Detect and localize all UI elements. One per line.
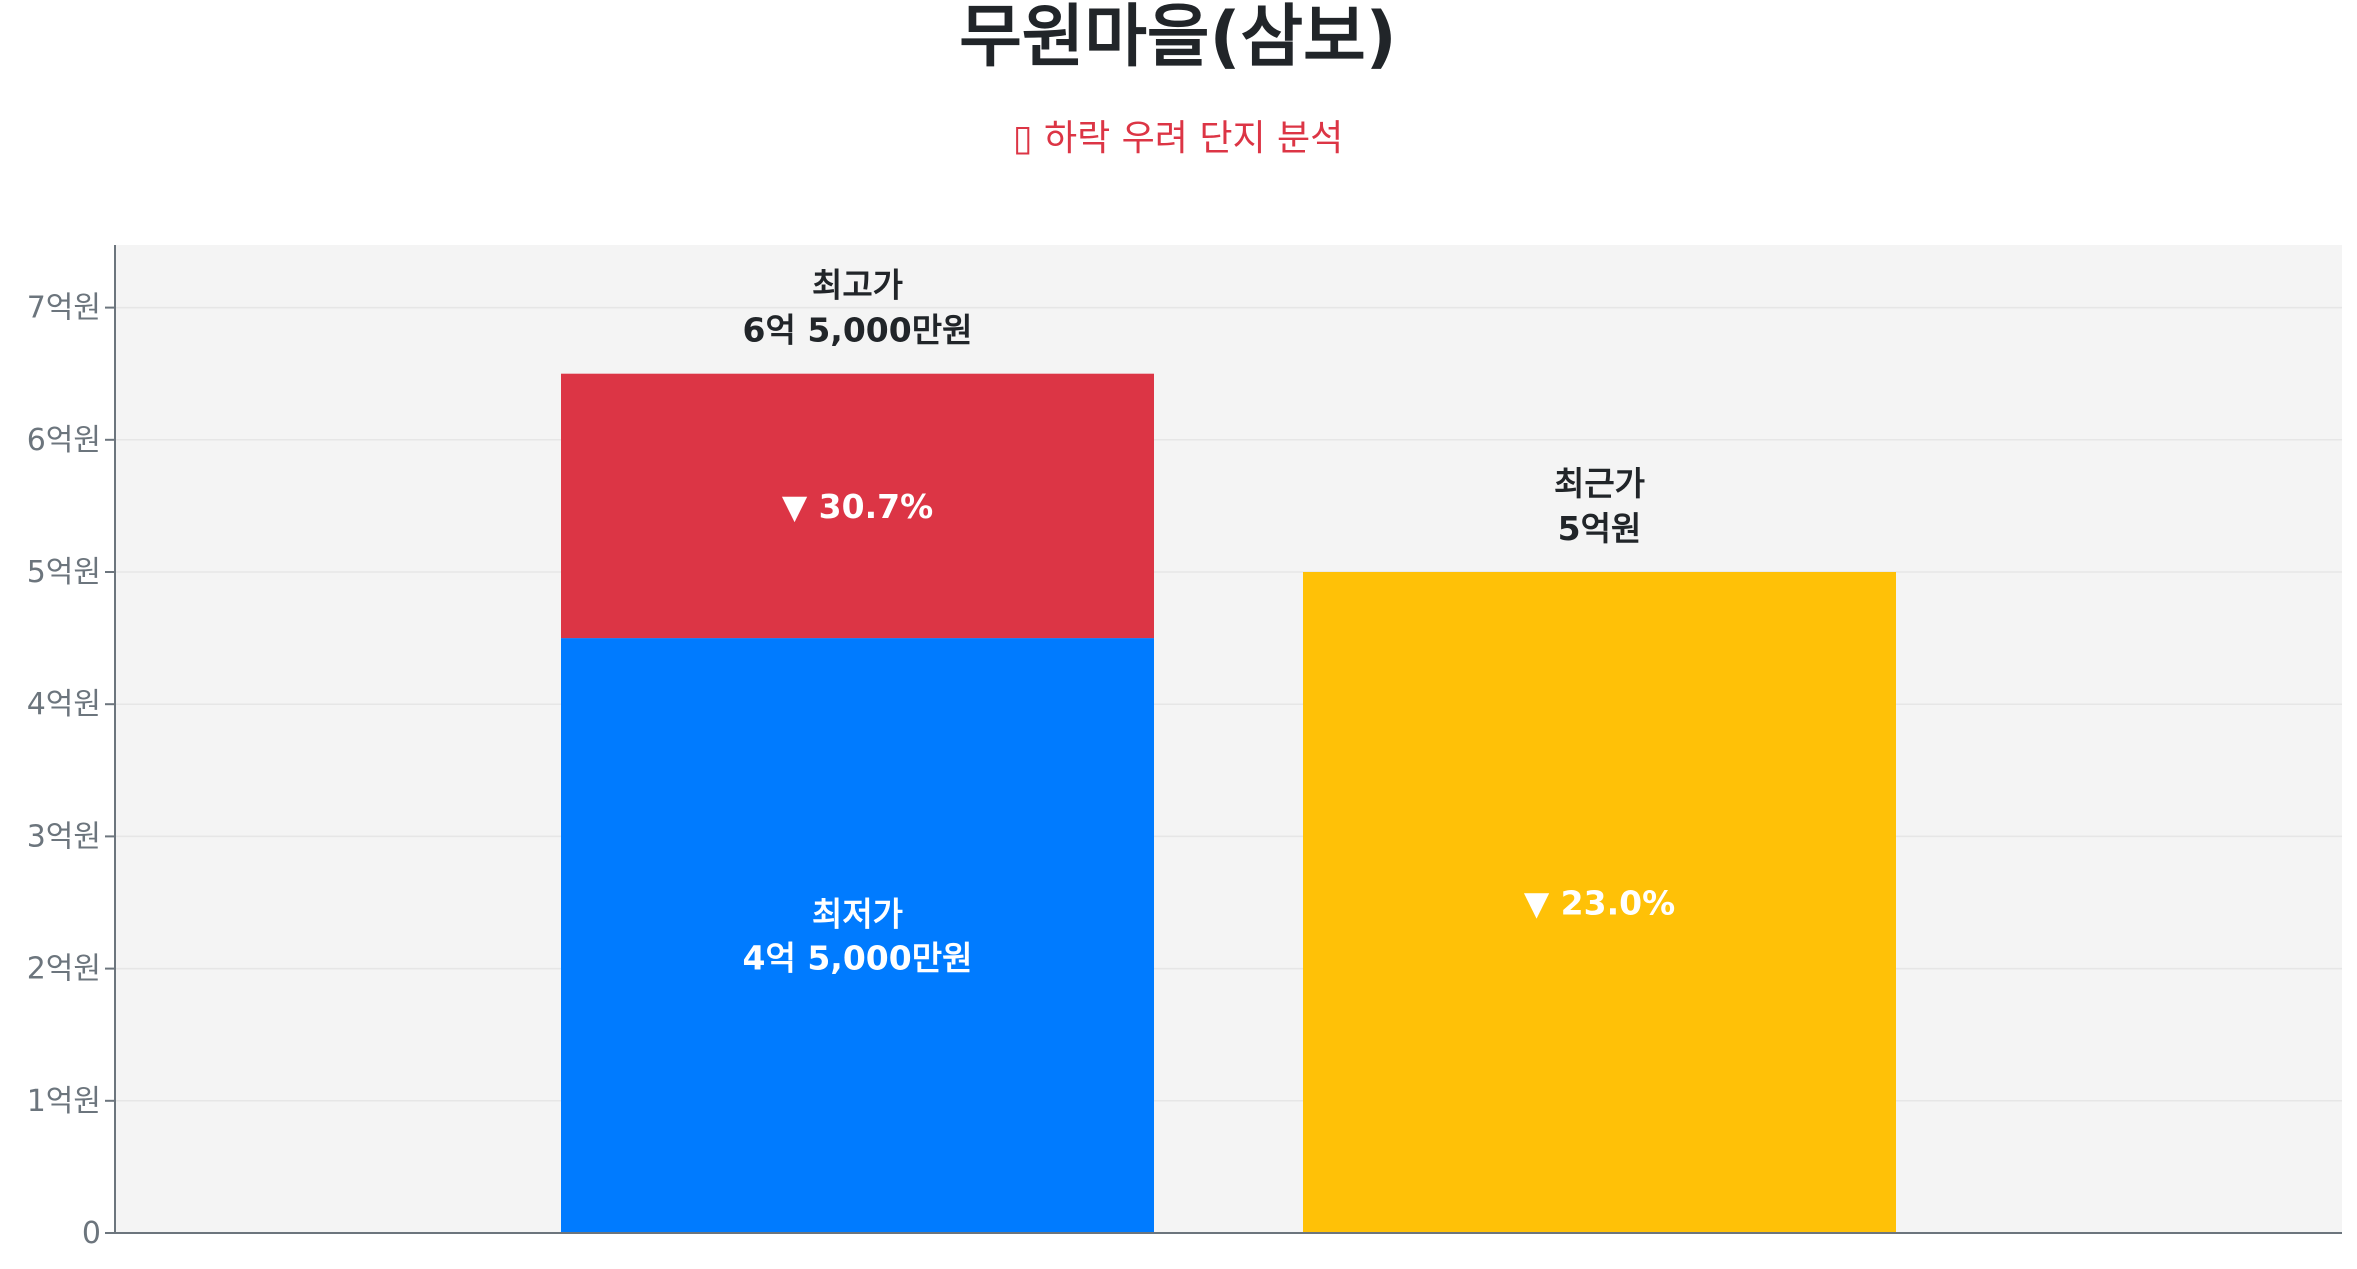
bar-segment [1303,572,1896,1233]
plot-area [115,245,2342,1233]
y-tick-label: 5억원 [27,555,101,590]
y-tick-label: 1억원 [27,1084,101,1119]
change-percent-label: ▼ 23.0% [1524,884,1675,923]
y-tick-label: 6억원 [27,423,101,458]
chart-title: 무원마을(삼보) [959,0,1397,77]
bar-segment [561,373,1154,639]
chart-subtitle: ▯ 하락 우려 단지 분석 [1013,118,1344,159]
bar-segment-value: 4억 5,000만원 [743,939,973,978]
bar-top-label: 최고가 [812,266,903,305]
y-tick-label: 3억원 [27,819,101,854]
bar-top-value: 5억원 [1558,509,1642,548]
y-tick-label: 4억원 [27,687,101,722]
change-percent-label: ▼ 30.7% [782,487,933,526]
y-tick-label: 7억원 [27,291,101,326]
y-tick-label: 0 [82,1216,101,1251]
bar-segment-label: 최저가 [812,895,903,934]
bar-segment [561,638,1154,1233]
y-tick-label: 2억원 [27,952,101,987]
bar-top-label: 최근가 [1554,464,1645,503]
bar-top-value: 6억 5,000만원 [743,311,973,350]
